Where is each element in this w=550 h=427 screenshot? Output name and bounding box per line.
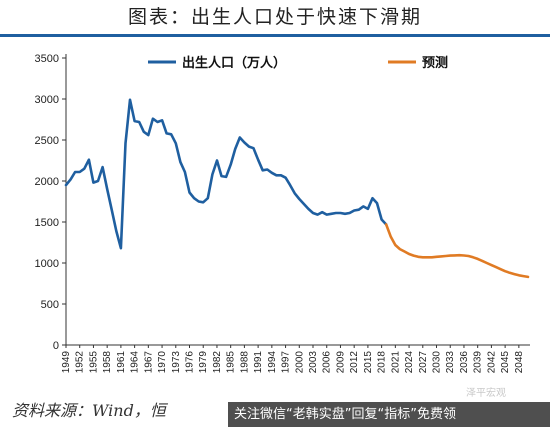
y-tick-label: 3000 (35, 94, 59, 106)
x-tick-label: 1964 (130, 351, 141, 374)
x-tick-label: 2027 (418, 351, 429, 374)
x-tick-label: 2030 (432, 351, 443, 374)
x-tick-label: 1994 (267, 351, 278, 374)
x-tick-label: 1991 (253, 351, 264, 374)
x-tick-label: 1958 (102, 351, 113, 374)
x-tick-label: 2045 (500, 351, 511, 374)
x-tick-label: 2000 (294, 351, 305, 374)
x-tick-label: 2039 (473, 351, 484, 374)
x-tick-label: 2012 (349, 351, 360, 374)
x-tick-label: 1955 (88, 351, 99, 374)
y-tick-label: 1500 (35, 217, 59, 229)
x-tick-label: 1949 (61, 351, 72, 374)
legend-label: 出生人口（万人） (182, 55, 286, 71)
y-tick-label: 500 (41, 299, 59, 311)
x-tick-label: 1952 (75, 351, 86, 374)
x-tick-label: 1979 (198, 351, 209, 374)
series-line-history (64, 98, 388, 250)
x-tick-label: 2006 (322, 351, 333, 374)
y-tick-label: 2500 (35, 135, 59, 147)
promo-banner[interactable]: 关注微信“老韩实盘”回复“指标”免费领 (228, 402, 550, 427)
x-axis: 1949 1952 1955 1958 1961 1964 1967 1970 1973 1976… (61, 344, 530, 374)
x-tick-label: 2015 (363, 351, 374, 374)
x-tick-label: 2024 (404, 351, 415, 374)
watermark: 泽平宏观 (466, 388, 506, 399)
x-tick-label: 2009 (335, 351, 346, 374)
legend: 出生人口（万人） 预测 (148, 55, 448, 71)
x-tick-label: 2048 (514, 351, 525, 374)
legend-label: 预测 (422, 55, 448, 71)
x-tick-label: 1973 (171, 351, 182, 374)
x-tick-label: 1982 (212, 351, 223, 374)
x-tick-label: 1985 (226, 351, 237, 374)
y-tick-label: 3500 (35, 53, 59, 65)
x-tick-label: 1976 (185, 351, 196, 374)
x-tick-label: 1961 (116, 351, 127, 374)
chart-title: 图表：出生人口处于快速下滑期 (127, 6, 422, 28)
series-layer (64, 98, 530, 279)
x-tick-label: 2021 (390, 351, 401, 374)
x-tick-label: 1997 (281, 351, 292, 374)
y-tick-label: 1000 (35, 258, 59, 270)
x-tick-label: 2033 (445, 351, 456, 374)
x-tick-label: 2036 (459, 351, 470, 374)
y-tick-label: 2000 (35, 176, 59, 188)
title-rule (0, 34, 550, 37)
x-tick-label: 1970 (157, 351, 168, 374)
source-note: 资料来源：Wind，恒 (12, 401, 166, 420)
x-tick-label: 1967 (143, 351, 154, 374)
x-tick-label: 2042 (486, 351, 497, 374)
series-line-forecast (384, 223, 530, 279)
y-axis: 0 500 1000 1500 2000 2500 3000 3500 (35, 53, 67, 352)
x-tick-label: 2003 (308, 351, 319, 374)
x-tick-label: 1988 (239, 351, 250, 374)
x-tick-label: 2018 (377, 351, 388, 374)
y-tick-label: 0 (53, 340, 59, 352)
